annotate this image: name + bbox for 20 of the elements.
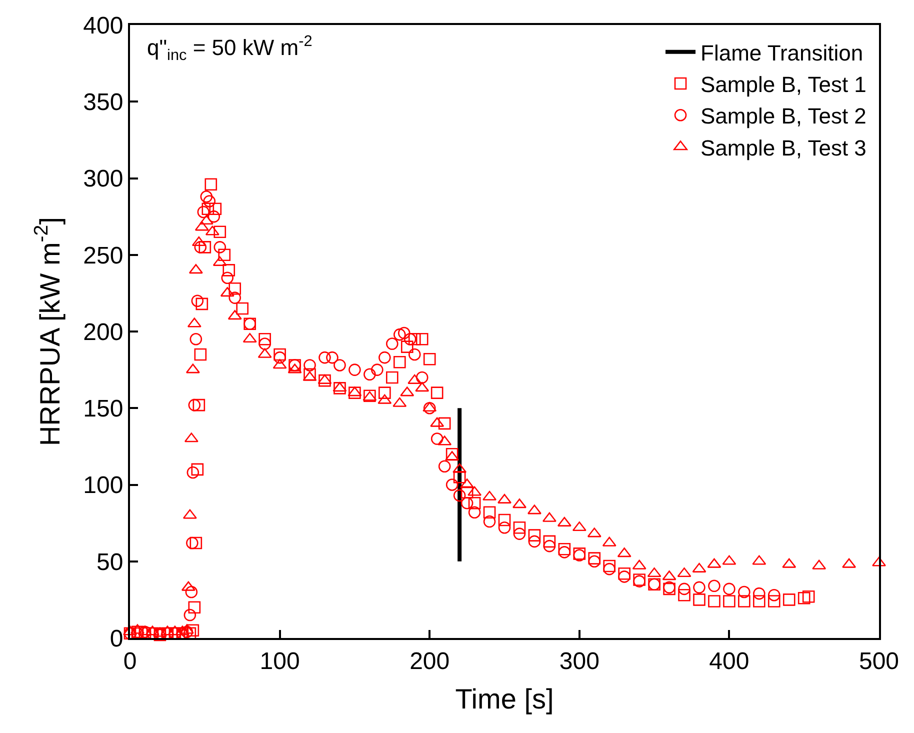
- y-tick-label: 100: [83, 472, 124, 500]
- legend-label: Sample B, Test 2: [700, 104, 866, 129]
- y-tick-label: 300: [83, 166, 124, 193]
- y-tick-label: 400: [83, 12, 124, 40]
- y-tick-label: 150: [83, 396, 124, 423]
- y-tick-label: 350: [83, 89, 124, 116]
- x-axis-title: Time [s]: [455, 683, 554, 714]
- y-tick-label: 0: [110, 625, 124, 652]
- legend-label: Sample B, Test 3: [700, 135, 866, 160]
- y-tick-label: 50: [96, 548, 124, 576]
- annotation: q"$_{inc}$ = 50 kW m$^{-2}$: [147, 33, 312, 64]
- legend-label: Flame Transition: [700, 40, 864, 66]
- y-tick-label: 200: [83, 318, 124, 346]
- x-tick-label: 400: [709, 648, 750, 675]
- x-tick-label: 500: [858, 648, 900, 675]
- x-tick-label: 100: [260, 648, 300, 675]
- y-tick-label: 250: [83, 242, 124, 270]
- x-tick-label: 300: [559, 648, 600, 675]
- legend-label: Sample B, Test 1: [700, 72, 866, 98]
- x-tick-label: 200: [410, 648, 450, 675]
